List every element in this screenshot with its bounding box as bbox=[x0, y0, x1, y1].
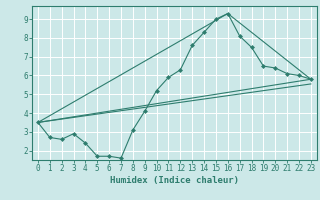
X-axis label: Humidex (Indice chaleur): Humidex (Indice chaleur) bbox=[110, 176, 239, 185]
